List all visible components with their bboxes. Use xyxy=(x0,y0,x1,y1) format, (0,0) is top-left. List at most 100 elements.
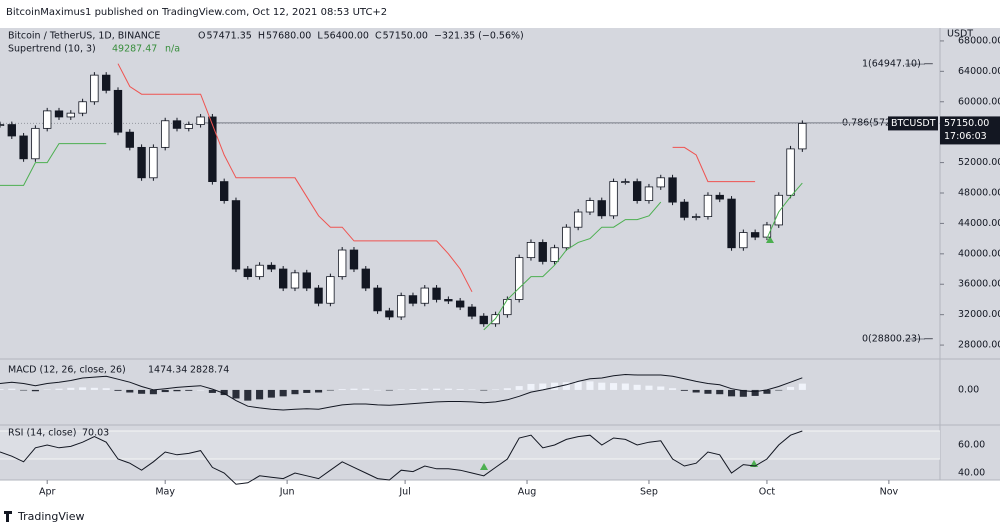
x-tick-label: Apr xyxy=(39,487,56,498)
macd-bar xyxy=(43,389,51,391)
indicator-value: 49287.47 xyxy=(112,44,157,55)
y-tick-label: 60.00 xyxy=(958,440,985,451)
macd-bar xyxy=(645,385,653,390)
candle xyxy=(798,123,807,150)
y-axis-label: USDT xyxy=(947,29,973,40)
candle xyxy=(609,181,618,217)
candle xyxy=(550,247,559,262)
macd-bar xyxy=(55,388,63,390)
candle xyxy=(279,268,288,289)
candle xyxy=(585,200,595,213)
macd-bar xyxy=(716,389,724,395)
macd-bar xyxy=(669,388,677,390)
legend-value: 57471.35 xyxy=(206,31,251,42)
macd-bar xyxy=(456,389,464,390)
candle xyxy=(691,216,701,218)
macd-bar xyxy=(551,382,559,390)
supertrend-line xyxy=(0,143,107,186)
legend-value: 57680.00 xyxy=(266,31,311,42)
candle xyxy=(349,249,359,270)
macd-bar xyxy=(149,389,157,395)
ticker-box xyxy=(888,116,938,131)
x-tick-label: Jul xyxy=(398,487,410,498)
macd-bar xyxy=(161,389,169,393)
macd-bar xyxy=(20,389,28,391)
candle xyxy=(526,242,536,259)
macd-bar xyxy=(102,388,110,390)
candle xyxy=(314,287,323,304)
footer-brand: TradingView xyxy=(17,510,84,523)
fib-label: 0(28800.23) — xyxy=(862,333,934,344)
candle xyxy=(739,232,748,249)
price-label: 57150.00 xyxy=(944,118,989,129)
candle xyxy=(302,272,311,289)
macd-bar xyxy=(126,389,134,393)
macd-bar xyxy=(787,386,795,390)
candle xyxy=(774,194,783,226)
x-tick-label: Aug xyxy=(518,487,537,498)
macd-bar xyxy=(775,389,783,391)
macd-bar xyxy=(267,389,275,398)
rsi-line xyxy=(0,430,803,485)
candle xyxy=(255,264,264,278)
macd-bar xyxy=(586,381,594,390)
y-tick-label: 64000.00 xyxy=(958,66,1000,77)
candle xyxy=(90,74,99,103)
candle xyxy=(680,201,689,218)
macd-bar xyxy=(31,389,39,392)
candle xyxy=(243,268,252,278)
price-axis xyxy=(940,28,1000,480)
legend-key: H xyxy=(258,31,265,42)
macd-bar xyxy=(0,389,4,390)
candle xyxy=(396,295,406,318)
indicator-extra: n/a xyxy=(165,44,180,55)
macd-bar xyxy=(138,389,146,394)
candle xyxy=(161,120,170,148)
candle xyxy=(538,242,547,262)
legend-value: 56400.00 xyxy=(324,31,369,42)
macd-bar xyxy=(492,389,500,391)
macd-bar xyxy=(338,389,346,390)
candle xyxy=(514,257,524,300)
candle xyxy=(503,299,512,316)
candle xyxy=(562,226,571,249)
plot-area xyxy=(0,28,940,480)
candle xyxy=(54,110,64,118)
y-tick-label: 60000.00 xyxy=(958,96,1000,107)
macd-bar xyxy=(244,389,252,401)
x-tick-label: Oct xyxy=(759,487,776,498)
candle xyxy=(621,181,630,183)
candle xyxy=(125,131,134,148)
macd-bar xyxy=(409,389,417,390)
fib-label: 0.786(572 xyxy=(842,117,891,128)
ticker: BTCUSDT xyxy=(891,118,936,129)
macd-bar xyxy=(114,389,122,391)
legend-key: O xyxy=(198,31,205,42)
macd-bar xyxy=(350,388,358,390)
macd-bar xyxy=(173,389,181,392)
candle xyxy=(267,264,276,270)
macd-bar xyxy=(657,386,665,390)
macd-bar xyxy=(315,389,323,393)
macd-name: MACD (12, 26, close, 26) xyxy=(8,365,126,376)
candle xyxy=(337,249,347,278)
candle xyxy=(668,177,677,203)
candle xyxy=(208,116,217,182)
candle xyxy=(573,211,583,228)
x-tick-label: May xyxy=(155,487,175,498)
rsi-value: 70.03 xyxy=(82,428,109,439)
y-tick-label: 28000.00 xyxy=(958,340,1000,351)
candle xyxy=(703,194,713,217)
macd-bar xyxy=(680,389,688,391)
logo xyxy=(4,511,12,522)
macd-bar xyxy=(303,389,311,393)
macd-bar xyxy=(90,387,98,390)
candle xyxy=(66,112,75,118)
macd-bar xyxy=(433,388,441,390)
candle xyxy=(715,194,724,200)
candle xyxy=(432,287,441,300)
macd-line-value: 2828.74 xyxy=(190,365,229,376)
y-tick-label: 40000.00 xyxy=(958,248,1000,259)
candle xyxy=(455,300,465,308)
